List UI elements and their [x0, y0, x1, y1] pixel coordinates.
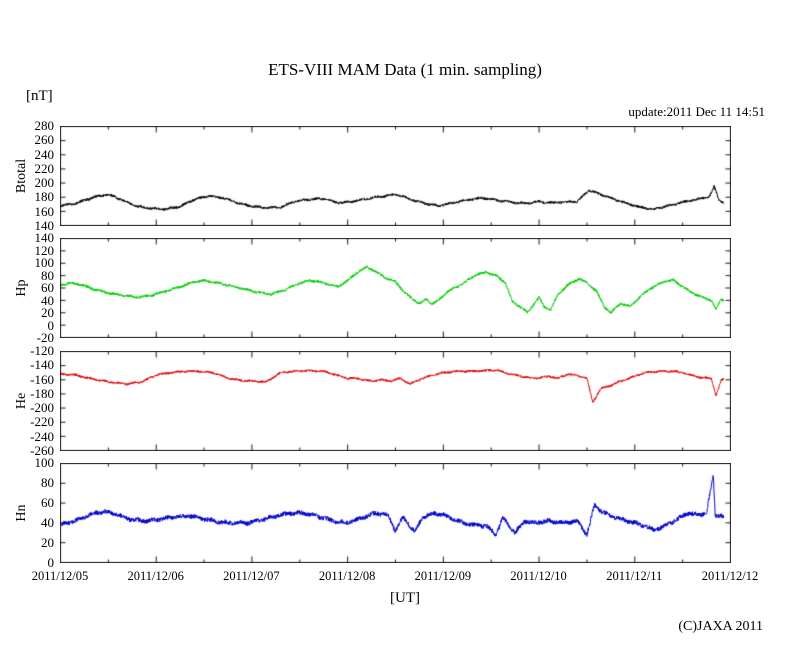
- y-tick-label: 60: [41, 280, 54, 295]
- panel-label-btotal: Btotal: [14, 158, 29, 194]
- y-tick-label: 160: [34, 203, 55, 219]
- panel-canvas-he: [60, 351, 731, 451]
- y-tick-label: -260: [30, 443, 54, 458]
- y-tick-label: 20: [41, 535, 54, 550]
- y-tick-label: 240: [34, 146, 55, 162]
- y-tick-label: 40: [41, 515, 54, 530]
- x-date-label: 2011/12/10: [510, 569, 567, 583]
- y-tick-label: -20: [36, 330, 54, 345]
- update-timestamp: update:2011 Dec 11 14:51: [628, 104, 765, 119]
- y-tick-label: 0: [47, 317, 55, 333]
- x-date-label: 2011/12/05: [31, 569, 89, 583]
- x-date-label: 2011/12/12: [701, 569, 759, 583]
- x-date-label: 2011/12/09: [414, 569, 472, 583]
- y-tick-label: 20: [41, 305, 54, 320]
- panel-label-hn: Hn: [14, 504, 29, 522]
- y-tick-label: 0: [47, 555, 55, 570]
- y-tick-label: 100: [34, 455, 55, 470]
- y-tick-label: 220: [34, 160, 55, 176]
- x-date-label: 2011/12/11: [606, 569, 663, 583]
- panel-canvas-btotal: [60, 126, 731, 226]
- y-tick-label: -200: [30, 400, 54, 416]
- y-tick-label: 80: [41, 267, 54, 283]
- y-tick-label: 180: [34, 189, 55, 205]
- y-tick-label: -220: [30, 414, 54, 430]
- x-date-label: 2011/12/06: [127, 569, 184, 583]
- y-tick-label: 60: [41, 495, 54, 510]
- y-tick-label: 140: [34, 218, 55, 233]
- y-tick-label: -160: [30, 371, 54, 387]
- y-unit-label: [nT]: [26, 88, 53, 104]
- y-tick-label: -240: [30, 428, 54, 444]
- y-tick-label: 80: [41, 475, 54, 490]
- panel-canvas-hp: [60, 238, 731, 338]
- y-tick-label: 40: [41, 292, 54, 308]
- y-tick-label: 200: [34, 175, 55, 191]
- y-tick-label: 100: [34, 255, 55, 270]
- copyright: (C)JAXA 2011: [678, 619, 763, 634]
- panel-canvas-hn: [60, 463, 731, 563]
- panel-label-he: He: [14, 392, 29, 410]
- x-axis-label: [UT]: [390, 590, 420, 606]
- y-tick-label: 140: [34, 230, 55, 245]
- y-tick-label: 120: [34, 242, 55, 258]
- x-date-label: 2011/12/07: [223, 569, 280, 583]
- x-date-label: 2011/12/08: [318, 569, 376, 583]
- y-tick-label: -180: [30, 385, 54, 401]
- y-tick-label: 260: [34, 132, 55, 148]
- y-tick-label: -120: [30, 343, 54, 358]
- y-tick-label: -140: [30, 357, 54, 373]
- panel-label-hp: Hp: [14, 279, 29, 297]
- y-tick-label: 280: [34, 118, 55, 133]
- chart-title: ETS-VIII MAM Data (1 min. sampling): [268, 60, 542, 79]
